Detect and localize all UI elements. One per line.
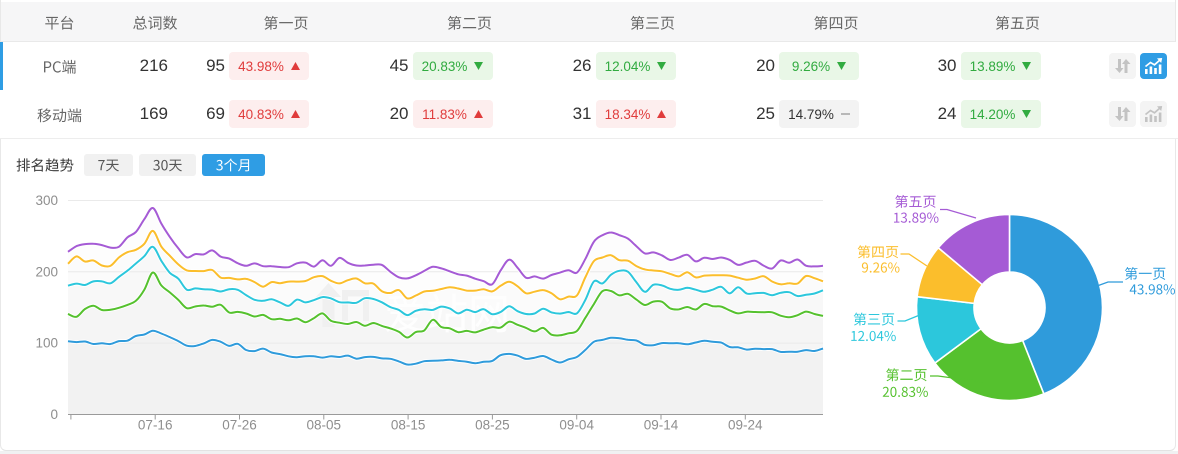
svg-text:07-16: 07-16: [138, 418, 173, 433]
svg-text:09-24: 09-24: [728, 418, 763, 433]
svg-text:07-26: 07-26: [222, 418, 257, 433]
svg-text:300: 300: [35, 193, 58, 208]
svg-text:08-15: 08-15: [391, 418, 426, 433]
svg-text:08-25: 08-25: [475, 418, 510, 433]
svg-text:200: 200: [35, 264, 58, 279]
svg-text:09-14: 09-14: [644, 418, 679, 433]
svg-text:100: 100: [35, 336, 58, 351]
svg-text:08-05: 08-05: [307, 418, 342, 433]
svg-text:0: 0: [50, 407, 58, 422]
svg-text:09-04: 09-04: [559, 418, 594, 433]
